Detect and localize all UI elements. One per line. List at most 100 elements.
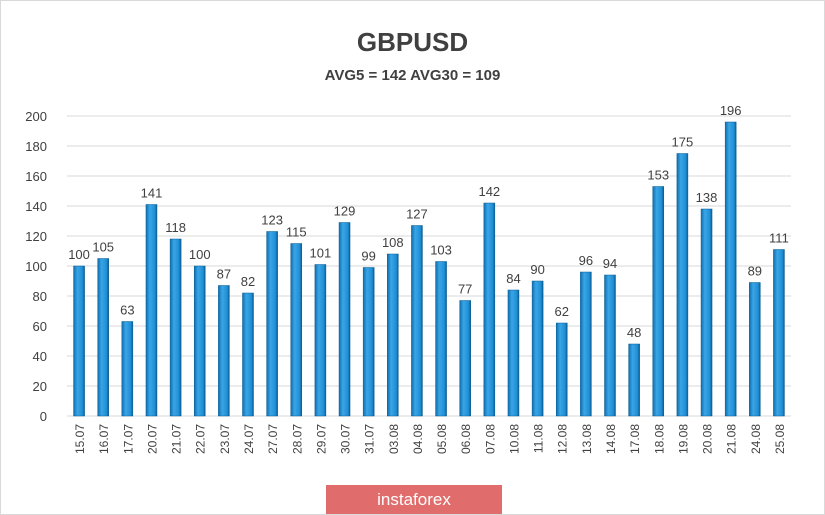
bar [266,231,278,417]
y-tick-label: 180 [25,139,47,154]
y-tick-label: 80 [33,289,47,304]
data-label: 115 [286,225,307,240]
x-tick-label: 23.07 [218,424,232,454]
y-tick-label: 100 [25,259,47,274]
x-tick-label: 31.07 [363,424,377,454]
x-tick-label: 27.07 [266,424,280,454]
x-tick-label: 13.08 [580,424,594,454]
data-label: 77 [458,282,472,297]
x-tick-label: 20.07 [145,424,159,454]
x-tick-label: 19.08 [676,424,690,454]
x-tick-label: 17.08 [628,424,642,454]
data-label: 90 [530,262,544,277]
x-tick-label: 30.07 [339,424,353,454]
x-tick-label: 06.08 [459,424,473,454]
bar [555,322,568,417]
data-label: 105 [92,240,114,255]
data-label: 129 [334,204,356,219]
bar [411,225,423,417]
x-tick-label: 24.08 [749,424,763,454]
data-label: 153 [647,168,669,183]
bar [121,321,134,417]
data-label: 48 [627,325,641,340]
x-tick-label: 17.07 [121,424,135,454]
bar [604,274,616,417]
y-tick-label: 20 [33,379,47,394]
instaforex-logo: instaforex [326,485,502,514]
bar [724,121,737,417]
data-label: 82 [241,274,255,289]
data-label: 96 [579,253,593,268]
bar [193,265,206,417]
x-tick-label: 16.07 [97,424,111,454]
data-label: 94 [603,256,617,271]
bar [218,285,230,417]
bar [652,186,665,417]
x-tick-label: 20.08 [701,424,715,454]
bar [580,271,592,417]
data-label: 196 [720,103,742,118]
data-label: 118 [165,220,186,235]
x-tick-label: 07.08 [483,424,497,454]
y-tick-label: 40 [33,349,47,364]
bar [290,243,303,417]
data-label: 101 [310,246,332,261]
x-tick-label: 29.07 [314,424,328,454]
x-tick-label: 15.07 [73,424,87,454]
bar [338,222,351,417]
x-tick-label: 11.08 [532,424,546,453]
bar [73,265,85,417]
y-tick-label: 60 [33,319,47,334]
bar [362,267,375,417]
data-label: 175 [672,135,694,150]
y-tick-label: 0 [40,409,47,424]
y-tick-label: 120 [25,229,47,244]
data-label: 99 [361,249,375,264]
bar [700,208,713,417]
x-tick-label: 05.08 [435,424,449,454]
bar [314,264,327,417]
x-tick-label: 10.08 [507,424,521,454]
bar [435,261,447,417]
x-tick-label: 18.08 [652,424,666,454]
bar [531,280,544,417]
data-label: 89 [748,264,762,279]
bar [459,300,471,417]
chart-title: GBPUSD [356,27,469,57]
data-label: 84 [506,271,520,286]
x-tick-label: 28.07 [290,424,304,454]
bar [676,153,689,417]
data-label: 111 [769,231,789,246]
data-label: 63 [120,303,134,318]
bar [242,292,254,417]
data-label: 100 [189,247,211,262]
data-label: 123 [261,213,283,228]
y-tick-label: 140 [25,199,47,214]
bar [483,202,496,417]
data-label: 141 [141,186,163,201]
x-tick-label: 25.08 [773,424,787,454]
bar [387,253,399,417]
x-tick-label: 12.08 [556,424,570,454]
data-label: 103 [430,243,452,258]
bar [507,289,520,417]
x-tick-label: 04.08 [411,424,425,454]
bar [169,238,182,417]
y-tick-label: 160 [25,169,47,184]
data-label: 100 [68,247,90,262]
y-tick-label: 200 [25,109,47,124]
x-tick-label: 21.07 [170,424,184,454]
bar [145,204,158,417]
data-label: 62 [554,304,568,319]
data-label: 127 [406,207,428,222]
x-tick-label: 14.08 [604,424,618,454]
x-tick-label: 21.08 [725,424,739,454]
x-tick-label: 24.07 [242,424,256,454]
x-tick-label: 03.08 [387,424,401,454]
bar [773,249,785,417]
chart-subtitle: AVG5 = 142 AVG30 = 109 [324,67,501,84]
x-tick-label: 22.07 [194,424,208,454]
bar [628,343,640,417]
